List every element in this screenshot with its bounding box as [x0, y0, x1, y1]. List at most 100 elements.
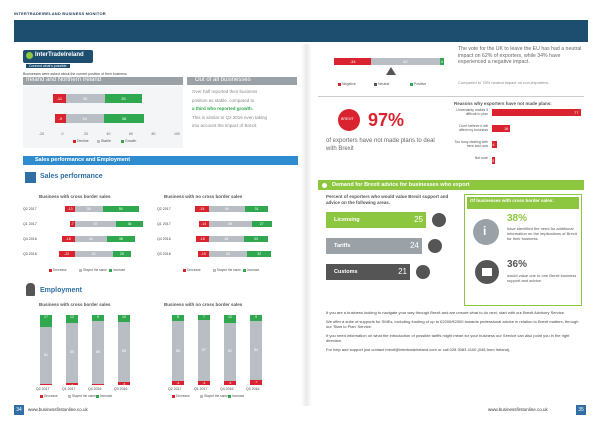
sales-bar-segment: 44	[74, 236, 107, 242]
ioi-axis-tick: -20	[39, 132, 45, 136]
ooa-heading: Out of all businesses	[195, 77, 251, 83]
right-footer-url[interactable]: www.businessfirstonline.co.uk	[488, 407, 548, 412]
publication-title: INTERTRADEIRELAND BUSINESS MONITOR	[14, 11, 106, 16]
licence-icon	[432, 213, 446, 227]
sales-bar-segment: -18	[195, 236, 209, 242]
ooa-text-1: Over half reported their business	[192, 89, 258, 94]
sales-nocross-chart: Q2 2017 -19 50 31 Q1 2017 -14 59 27 Q4 2016 -18 48…	[157, 202, 292, 277]
emp-col-label: Q3 2016	[114, 387, 128, 391]
left-page-number: 34	[14, 405, 24, 415]
para-3: If you need information on what the intr…	[326, 333, 570, 343]
employment-title: Employment	[40, 287, 83, 294]
sales-row-label: Q2 2017	[23, 207, 37, 211]
ooa-text-3: a third who reported growth.	[192, 106, 253, 111]
sales-legend-label: Decrease	[53, 268, 67, 272]
sales-bar-segment: 32	[247, 251, 271, 257]
sales-bar-segment: 50	[102, 206, 140, 212]
reasons-chart: Uncertainty makes it difficult to plan 77…	[454, 108, 586, 174]
sales-row-label: Q3 2016	[157, 252, 171, 256]
para-4: For help and support just contact brexit…	[326, 347, 511, 352]
ioi-bar-segment: 35	[65, 94, 105, 103]
sales-bar-segment: 59	[208, 221, 252, 227]
sales-legend-label: Stayed the same	[217, 268, 241, 272]
sales-bar-segment: 53	[208, 251, 248, 257]
scale-legend-label: Negative	[342, 82, 356, 86]
emp-legend-label: Decrease	[176, 394, 190, 398]
stat36-text: would value one to one Brexit business s…	[507, 273, 577, 283]
emp-bar-same: 85	[66, 323, 78, 383]
emp-bar-same: 86	[172, 320, 184, 381]
sales-row-label: Q3 2016	[23, 252, 37, 256]
info-icon: i	[473, 219, 499, 245]
emp-col-label: Q1 2017	[62, 387, 76, 391]
areas-chart: Licensing 25 Tariffs 24 Customs 21	[326, 212, 458, 292]
emp-bar-same: 87	[198, 319, 210, 381]
emp-bar-increase: 10	[118, 315, 130, 322]
briefcase-icon	[475, 260, 499, 284]
emp-col-label: Q4 2016	[88, 387, 102, 391]
emp-cross-title: Business with cross border sales	[39, 302, 111, 307]
gear-icon	[322, 182, 327, 188]
sales-bar-segment: 48	[208, 236, 244, 242]
emp-bar-decrease: -5	[118, 381, 130, 386]
emp-bar-same: 82	[224, 323, 236, 382]
stat36: 36%	[507, 259, 528, 270]
sales-cross-title: Business with cross border sales	[39, 194, 111, 199]
top-band	[0, 0, 600, 18]
brexit-badge-icon: BREXIT	[338, 109, 360, 131]
ioi-bar-segment: 33	[104, 94, 142, 103]
ioi-chart: -11 35 33 -9 34 36 -20 0 20 40 60 80 100 Decline Stabl…	[23, 86, 183, 148]
left-page: InterTradeIreland Connect what's possibl…	[14, 44, 301, 406]
sales-bar-segment: -22	[58, 251, 75, 257]
right-page-number: 35	[576, 405, 586, 415]
emp-col-label: Q1 2017	[194, 387, 208, 391]
area-value: 25	[414, 215, 423, 224]
emp-bar-same: 84	[250, 321, 262, 381]
ooa-text-2: position as stable, compared to	[192, 97, 255, 103]
emp-legend-label: Increase	[232, 394, 245, 398]
person-icon	[26, 283, 35, 296]
ooa-text-5: into account the impact of Brexit.	[192, 123, 258, 128]
area-value: 24	[410, 241, 419, 250]
sales-bar-segment: 38	[74, 206, 103, 212]
emp-bar-increase: 9	[250, 315, 262, 322]
ioi-axis-tick: 60	[129, 132, 133, 136]
sales-bar-segment: -14	[198, 221, 209, 227]
emp-bar-increase: 9	[92, 315, 104, 322]
sales-row-label: Q4 2016	[157, 237, 171, 241]
ooa-text-4: This is similar to Q2 2016 even taking	[192, 114, 268, 120]
demand-bar: Demand for Brexit advice for businesses …	[318, 180, 584, 190]
emp-col-label: Q4 2016	[220, 387, 234, 391]
area-bar: Tariffs 24	[326, 238, 422, 254]
area-bar: Customs 21	[326, 264, 410, 280]
stats-box: Of businesses with cross border sales: i…	[464, 194, 582, 306]
ioi-legend-label: Growth	[125, 139, 137, 143]
sales-bar-segment: 38	[106, 236, 135, 242]
sales-bar-segment: -18	[61, 236, 75, 242]
reason-label: Not sure	[474, 156, 488, 160]
para-2: We offer a suite of supports for SMEs, i…	[326, 319, 579, 329]
area-label: Licensing	[334, 217, 360, 223]
sales-bar-segment: 52	[74, 251, 113, 257]
impact-scale: -34 62 4 Negative Neutral Positive	[334, 50, 450, 90]
area-bar: Licensing 25	[326, 212, 426, 228]
emp-bar-decrease: -1	[40, 384, 52, 389]
emp-bar-decrease: -5	[224, 381, 236, 385]
sales-legend-label: Increase	[247, 268, 260, 272]
sales-cross-chart: Q2 2017 -13 38 50 Q1 2017 -7 57 36 Q4 2016 -18 44 3…	[23, 202, 153, 277]
sales-bar-segment: 50	[208, 206, 246, 212]
sales-row-label: Q1 2017	[157, 222, 171, 226]
sales-title: Sales performance	[40, 173, 103, 180]
reason-bar: 77	[492, 109, 581, 116]
customs-icon	[416, 265, 430, 279]
left-footer-url[interactable]: www.businessfirstonline.co.uk	[28, 407, 88, 412]
para-1: If you are a business looking to navigat…	[326, 310, 566, 315]
scale-segment: 62	[371, 58, 440, 65]
ioi-legend-label: Decline	[77, 139, 89, 143]
ioi-axis-tick: 20	[84, 132, 88, 136]
chart-icon	[25, 172, 36, 183]
emp-col-label: Q3 2016	[246, 387, 260, 391]
emp-bar-increase: 8	[172, 315, 184, 321]
emp-bar-decrease: -6	[198, 380, 210, 385]
ioi-axis-tick: 100	[174, 132, 180, 136]
